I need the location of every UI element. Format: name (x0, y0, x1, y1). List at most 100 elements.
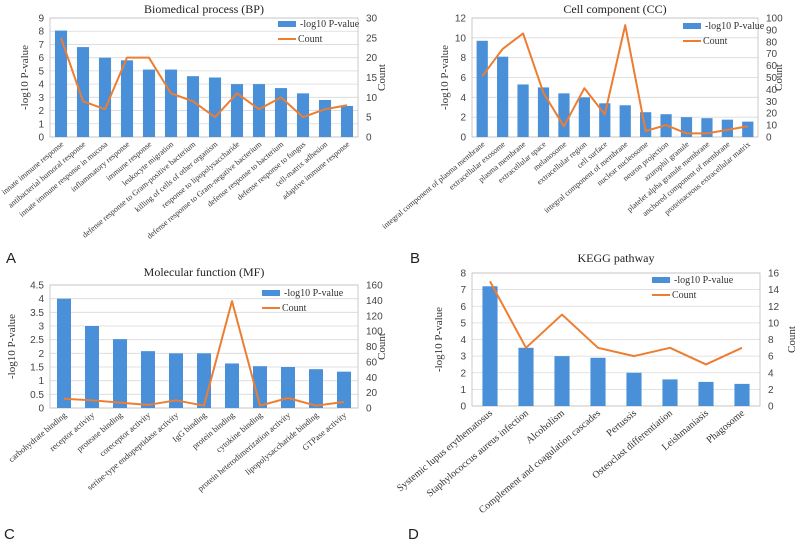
bar (476, 40, 488, 137)
legend-bar-swatch (652, 277, 670, 283)
y-tick-label: 4 (38, 80, 44, 91)
y2-tick-label: 8 (768, 335, 774, 346)
y-tick-label: 0 (38, 133, 44, 144)
y-tick-label: 4 (38, 294, 44, 305)
y2-axis-label: Count (773, 64, 785, 91)
chart-title: Molecular function (MF) (144, 265, 265, 279)
count-line (481, 24, 748, 135)
bar-series (54, 30, 354, 137)
y2-tick-label: 80 (766, 37, 778, 48)
plot-frame (471, 272, 761, 407)
y-tick-label: 2 (460, 368, 466, 379)
bar (701, 118, 713, 137)
chart-panel-mf: Molecular function (MF) 0 0.5 1 1.5 2 2.5 3 3.5 4… (0, 265, 400, 547)
bar (225, 363, 239, 408)
chart-title: Biomedical process (BP) (144, 2, 264, 16)
y-tick-label: 8 (38, 27, 44, 38)
bar (578, 97, 590, 137)
bp-chart-svg: Biomedical process (BP) 0 1 2 3 4 5 6 7 8 9 0 5 10 15 2… (0, 2, 388, 241)
y-tick-label: 7 (460, 285, 466, 296)
bar (497, 56, 509, 137)
y2-tick-label: 5 (366, 113, 372, 124)
legend-label: -log10 P-value (300, 19, 360, 30)
y2-tick-label: 12 (768, 302, 780, 313)
y-tick-label: 0 (38, 404, 44, 415)
y-tick-label: 2 (460, 113, 466, 124)
bar (662, 379, 678, 406)
panel-letter-c: C (4, 526, 15, 543)
bar (120, 60, 134, 137)
bar (76, 47, 90, 137)
y-tick-label: 0.5 (30, 390, 44, 401)
y-tick-label: 9 (38, 14, 44, 25)
y2-tick-label: 100 (366, 327, 383, 338)
bar (619, 105, 631, 137)
bar (186, 76, 200, 137)
y-tick-label: 3 (38, 93, 44, 104)
y2-tick-label: 0 (366, 404, 372, 415)
bar (230, 84, 244, 137)
y-tick-label: 1 (38, 119, 44, 130)
legend: -log10 P-value Count (262, 288, 344, 314)
y2-tick-label: 14 (768, 285, 780, 296)
y2-tick-label: 50 (766, 73, 778, 84)
kegg-chart-svg: KEGG pathway0123456780246810121416-log10… (395, 251, 798, 516)
y2-tick-label: 16 (768, 269, 780, 280)
y2-tick-label: 10 (766, 121, 778, 132)
y2-tick-label: 0 (366, 133, 372, 144)
y-axis-label: -log10 P-value (6, 314, 18, 379)
y-tick-label: 6 (38, 53, 44, 64)
chart-panel-bp: Biomedical process (BP) 0 1 2 3 4 5 6 7 8 9 0 5 10 15 2… (0, 0, 400, 270)
y2-tick-label: 0 (768, 402, 774, 413)
category-labels: Systemic lupus erythematosusStaphylococc… (395, 408, 747, 517)
y-tick-label: 0 (460, 402, 466, 413)
y-tick-label: 1 (460, 385, 466, 396)
legend: -log10 P-value Count (683, 21, 765, 47)
y2-tick-label: 90 (766, 25, 778, 36)
category-label: Pertussis (605, 408, 639, 439)
bar (340, 105, 354, 137)
bar-series (476, 40, 754, 137)
chart-panel-kegg: KEGG pathway 0 1 2 3 4 5 6 7 8 0 2 4 6 8 10 12 14 16 -log10… (395, 251, 800, 547)
y-tick-label: 6 (460, 73, 466, 84)
chart-d: KEGG pathway0123456780246810121416-log10… (395, 251, 798, 516)
y2-tick-label: 60 (366, 357, 378, 368)
y2-tick-label: 40 (766, 85, 778, 96)
y2-axis-label: Count (786, 326, 798, 353)
y-axis-label: -log10 P-value (439, 45, 451, 110)
bar (274, 88, 288, 137)
bar (164, 69, 178, 137)
chart-panel-cc: Cell component (CC) 0 2 4 6 8 10 12 0 10 20 30 40 50 6… (380, 0, 800, 270)
bar-series (57, 298, 351, 408)
y-tick-label: 8 (460, 53, 466, 64)
y2-tick-label: 15 (366, 73, 378, 84)
y-tick-label: 12 (455, 14, 467, 25)
y2-tick-label: 10 (768, 318, 780, 329)
legend: -log10 P-value Count (278, 19, 360, 45)
gridlines (472, 272, 760, 407)
chart-c: Molecular function (MF) 0 0.5 1 1.5 2 2.5 3 3.5 4… (6, 265, 388, 493)
y2-tick-label: 100 (766, 14, 783, 25)
bar (590, 357, 606, 406)
bar (742, 121, 754, 137)
y2-tick-label: 20 (366, 388, 378, 399)
chart-b: Cell component (CC)024681012010203040506… (380, 2, 785, 231)
bar (734, 383, 750, 406)
y-axis-label: -log10 P-value (433, 307, 445, 372)
bar (721, 119, 733, 137)
legend-label: Count (282, 303, 307, 314)
category-label: innate immune response in mucosa (17, 139, 109, 218)
bar (208, 77, 222, 137)
y2-tick-label: 6 (768, 352, 774, 363)
y2-tick-label: 25 (366, 33, 378, 44)
bar (318, 99, 332, 137)
bar (680, 117, 693, 137)
y2-tick-label: 10 (366, 93, 378, 104)
y2-tick-label: 30 (766, 97, 778, 108)
bar (142, 69, 156, 137)
y-tick-label: 3 (460, 352, 466, 363)
panel-letter-b: B (410, 250, 421, 267)
y2-axis-label: Count (376, 64, 388, 91)
mf-chart-svg: Molecular function (MF) 0 0.5 1 1.5 2 2.5 3 3.5 4… (6, 265, 388, 493)
panel-letter-d: D (408, 526, 419, 543)
